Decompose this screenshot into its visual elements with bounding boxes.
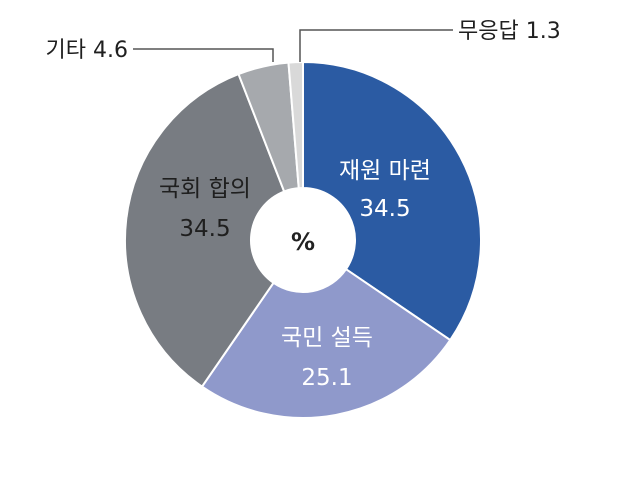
- donut-hole: [251, 188, 355, 292]
- callout-label-other: 기타 4.6: [46, 38, 128, 63]
- slice-label-persuade-name: 국민 설득: [281, 325, 373, 351]
- slice-label-assembly-value: 34.5: [179, 216, 230, 242]
- slice-label-assembly-name: 국회 합의: [159, 176, 251, 202]
- slice-label-fund-value: 34.5: [359, 196, 410, 222]
- callout-label-noanswer: 무응답 1.3: [458, 19, 561, 44]
- slice-assembly: [124, 72, 286, 388]
- slice-label-persuade-value: 25.1: [301, 365, 352, 391]
- slices-group: [124, 60, 482, 419]
- callout-line-other: [133, 48, 274, 62]
- center-label: %: [291, 228, 315, 256]
- slice-label-fund-name: 재원 마련: [339, 158, 431, 184]
- callout-line-noanswer: [299, 29, 453, 62]
